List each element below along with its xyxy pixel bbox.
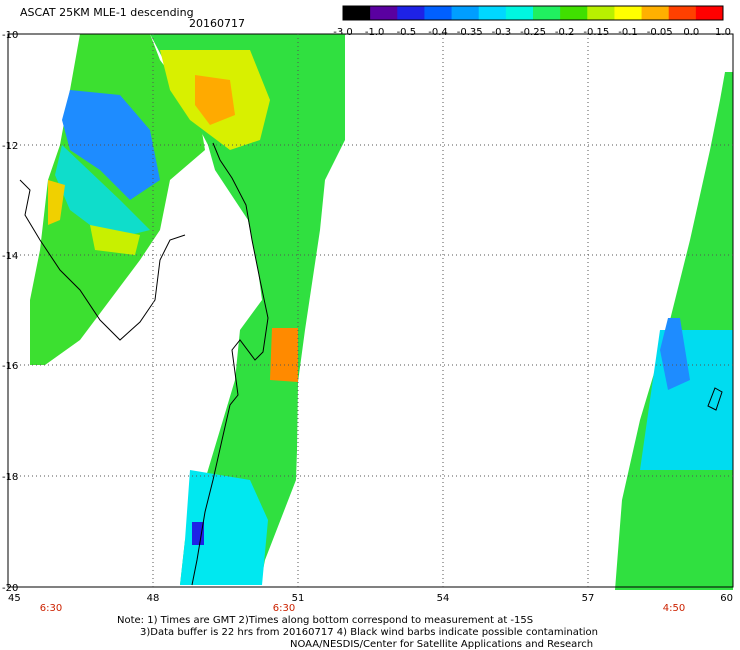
colorbar-label: -0.5 bbox=[397, 27, 417, 38]
note-line-2: 3)Data buffer is 22 hrs from 20160717 4)… bbox=[140, 627, 598, 638]
lon-label: 48 bbox=[147, 593, 160, 604]
colorbar-swatch bbox=[560, 6, 588, 20]
colorbar-label: 1.0 bbox=[715, 27, 731, 38]
colorbar-label: -0.2 bbox=[555, 27, 575, 38]
swath-west-yellowgreen bbox=[90, 225, 140, 255]
lat-label: -16 bbox=[2, 361, 18, 372]
colorbar-swatch bbox=[614, 6, 643, 20]
grid bbox=[7, 33, 734, 588]
colorbar-swatch bbox=[451, 6, 480, 20]
swath-central bbox=[150, 34, 345, 585]
map-date: 20160717 bbox=[189, 17, 245, 30]
swath-central-orange bbox=[195, 75, 235, 125]
lat-label: -12 bbox=[2, 141, 18, 152]
time-label: 6:30 bbox=[40, 603, 62, 614]
colorbar-label: -0.3 bbox=[492, 27, 512, 38]
colorbar-label: -0.1 bbox=[618, 27, 638, 38]
colorbar-swatch bbox=[695, 6, 724, 20]
lon-label: 57 bbox=[582, 593, 595, 604]
colorbar-swatch bbox=[397, 6, 425, 20]
swath-west-yellow bbox=[48, 180, 65, 225]
swath-west-cyan bbox=[55, 145, 150, 240]
swath-west-blue bbox=[62, 90, 160, 200]
lon-label: 45 bbox=[8, 593, 21, 604]
colorbar-swatch bbox=[533, 6, 561, 20]
note-line-1: Note: 1) Times are GMT 2)Times along bot… bbox=[117, 615, 534, 626]
lat-label: -10 bbox=[2, 30, 18, 41]
lon-label: 51 bbox=[292, 593, 305, 604]
time-labels: 6:30 6:30 4:50 bbox=[40, 603, 685, 614]
time-label: 6:30 bbox=[273, 603, 295, 614]
colorbar-label: -3.0 bbox=[333, 27, 353, 38]
colorbar-label: -0.15 bbox=[583, 27, 609, 38]
colorbar-swatch bbox=[478, 6, 507, 20]
colorbar-swatch bbox=[587, 6, 615, 20]
lat-label: -18 bbox=[2, 472, 18, 483]
note-line-3: NOAA/NESDIS/Center for Satellite Applica… bbox=[290, 639, 594, 650]
lat-label: -20 bbox=[2, 583, 18, 594]
colorbar-swatch bbox=[370, 6, 398, 20]
map-frame bbox=[7, 33, 734, 588]
lon-label: 54 bbox=[437, 593, 450, 604]
colorbar-swatch bbox=[343, 6, 371, 20]
colorbar-label: -0.35 bbox=[457, 27, 483, 38]
colorbar-label: -1.0 bbox=[365, 27, 385, 38]
coastline-island bbox=[707, 387, 723, 411]
colorbar-label: -0.05 bbox=[647, 27, 673, 38]
colorbar: -3.0 -1.0 -0.5 -0.4 -0.35 -0.3 -0.25 -0.2 -0.15-… bbox=[333, 5, 731, 38]
colorbar-swatch bbox=[505, 6, 534, 20]
colorbar-swatch bbox=[641, 6, 670, 20]
swath-central-orange-coast bbox=[270, 328, 298, 382]
colorbar-swatch bbox=[668, 6, 697, 20]
lon-label: 60 bbox=[720, 593, 733, 604]
swath-central-cyan-south bbox=[180, 470, 268, 585]
colorbar-label: -0.4 bbox=[428, 27, 448, 38]
swath-central-blue-spot bbox=[192, 522, 204, 545]
colorbar-label: -0.25 bbox=[520, 27, 546, 38]
colorbar-swatch bbox=[424, 6, 453, 20]
colorbar-label: 0.0 bbox=[683, 27, 699, 38]
lat-label: -14 bbox=[2, 251, 18, 262]
coastline-madagascar bbox=[191, 142, 269, 586]
swath-east-blue bbox=[660, 318, 690, 390]
map-title: ASCAT 25KM MLE-1 descending bbox=[20, 6, 194, 19]
swath-data bbox=[30, 34, 733, 590]
coastline-africa bbox=[19, 179, 186, 341]
axis-labels: 45 48 51 54 57 60 -10 -12 -14 -16 -18 -20 bbox=[2, 30, 733, 604]
time-label: 4:50 bbox=[663, 603, 685, 614]
